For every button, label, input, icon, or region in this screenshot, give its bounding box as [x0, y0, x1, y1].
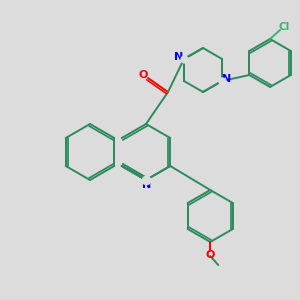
Text: N: N: [174, 52, 184, 62]
Text: N: N: [142, 180, 152, 190]
Text: N: N: [222, 74, 232, 84]
Text: O: O: [138, 70, 148, 80]
Text: O: O: [206, 250, 215, 260]
Text: Cl: Cl: [278, 22, 290, 32]
